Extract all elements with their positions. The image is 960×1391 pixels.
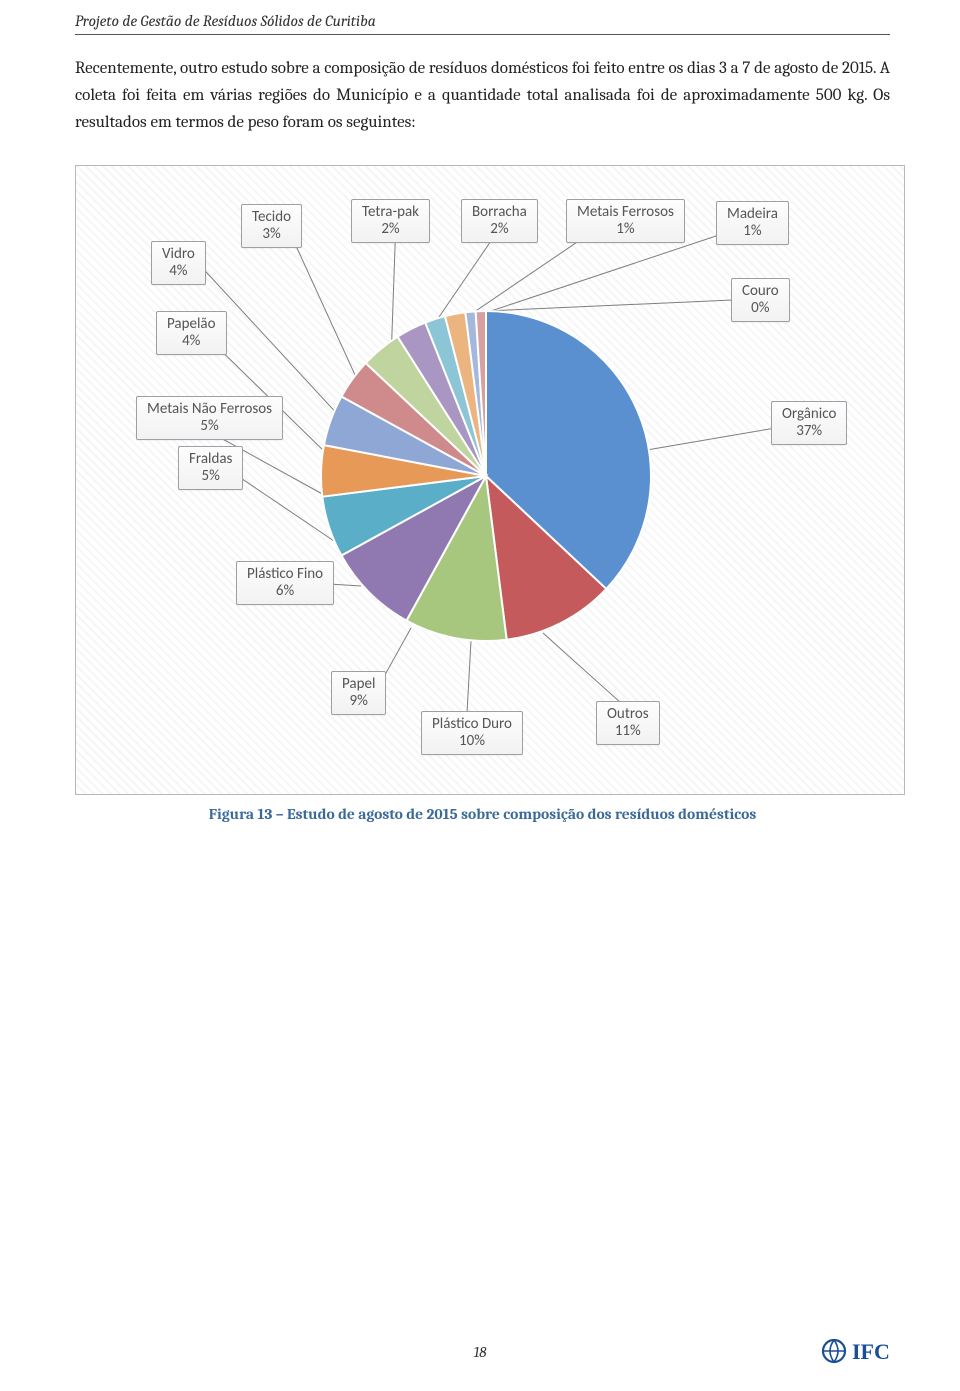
leader-line: [286, 224, 361, 388]
page: Projeto de Gestão de Resíduos Sólidos de…: [0, 0, 960, 1391]
ifc-text: IFC: [852, 1339, 890, 1364]
chart-label: Plástico Duro 10%: [421, 711, 523, 756]
footer-ifc-logo: IFC: [820, 1335, 900, 1371]
page-number: 18: [474, 1343, 487, 1361]
header-rule: [75, 34, 890, 35]
chart-label: Fraldas 5%: [178, 446, 243, 491]
waste-composition-chart: Orgânico 37% Outros 11% Plástico Duro 10% P…: [75, 165, 905, 795]
chart-label: Madeira 1%: [716, 201, 789, 246]
globe-icon: [823, 1340, 845, 1362]
chart-label: Metais Ferrosos 1%: [566, 199, 685, 244]
chart-label: Orgânico 37%: [771, 401, 847, 446]
chart-label: Outros 11%: [596, 701, 660, 746]
chart-inner-canvas: Orgânico 37% Outros 11% Plástico Duro 10% P…: [76, 166, 904, 794]
chart-label: Papelão 4%: [156, 311, 227, 356]
chart-label: Tetra-pak 2%: [351, 199, 430, 244]
body-paragraph: Recentemente, outro estudo sobre a compo…: [75, 55, 890, 137]
chart-label: Couro 0%: [731, 278, 790, 323]
chart-label: Papel 9%: [331, 671, 386, 716]
page-header-title: Projeto de Gestão de Resíduos Sólidos de…: [75, 12, 890, 30]
chart-label: Tecido 3%: [241, 204, 302, 249]
chart-label: Borracha 2%: [461, 199, 538, 244]
chart-label: Plástico Fino 6%: [236, 561, 334, 606]
chart-label: Metais Não Ferrosos 5%: [136, 396, 283, 441]
chart-label: Vidro 4%: [151, 241, 206, 286]
figure-caption: Figura 13 – Estudo de agosto de 2015 sob…: [75, 805, 890, 823]
